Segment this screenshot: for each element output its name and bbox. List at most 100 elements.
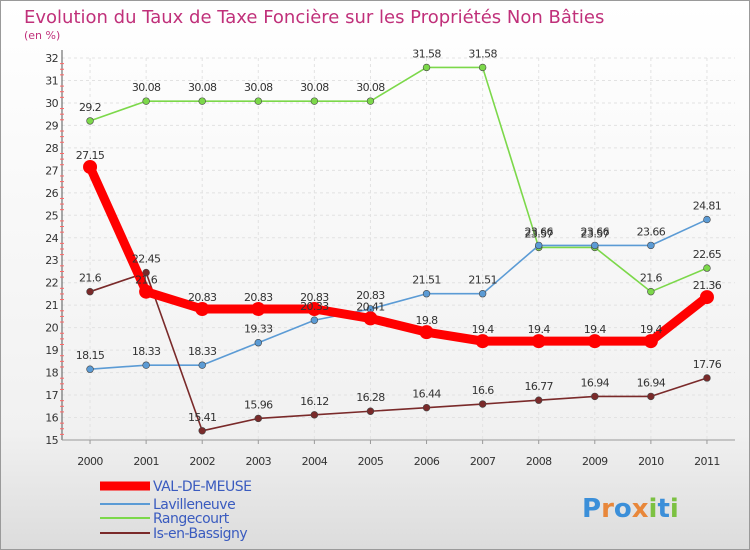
- y-tick-label: 20: [45, 322, 58, 335]
- y-tick-label: 27: [45, 164, 58, 177]
- data-point: [478, 290, 487, 298]
- data-label: 23.66: [581, 225, 610, 238]
- data-label: 30.08: [300, 81, 329, 94]
- data-label: 21.36: [693, 279, 722, 292]
- data-label: 19.8: [415, 314, 438, 327]
- data-label: 30.08: [188, 81, 217, 94]
- data-point: [703, 215, 711, 224]
- y-tick-label: 24: [45, 232, 58, 245]
- y-tick-label: 25: [45, 209, 58, 222]
- logo-letter: i: [649, 494, 658, 524]
- data-label: 16.12: [300, 395, 329, 408]
- data-label: 23.57: [524, 227, 553, 240]
- legend-label: VAL-DE-MEUSE: [153, 479, 251, 495]
- y-tick-label: 15: [45, 434, 58, 447]
- data-point: [142, 268, 150, 277]
- data-point: [142, 361, 150, 369]
- x-tick-label: 2009: [582, 455, 608, 468]
- data-label: 19.4: [640, 323, 663, 336]
- data-label: 22.45: [132, 253, 161, 266]
- y-tick-label: 16: [45, 412, 58, 425]
- data-label: 16.77: [524, 380, 553, 393]
- data-point: [310, 97, 319, 105]
- data-point: [478, 63, 487, 72]
- legend: VAL-DE-MEUSE LavilleneuveRangecourtIs-en-…: [100, 479, 252, 542]
- logo-letter: r: [601, 494, 614, 524]
- y-tick-label: 21: [45, 299, 58, 312]
- legend-label: Rangecourt: [153, 511, 230, 527]
- series-line-rangecourt: [89, 66, 708, 293]
- data-point: [254, 339, 262, 347]
- logo-letter: x: [632, 494, 649, 524]
- data-label: 19.4: [472, 323, 495, 336]
- data-point: [647, 241, 655, 250]
- axes: 15 16 17 18 19 20 21 22 23 24 25 26 27 28 29 30 31 32 2000…: [45, 50, 735, 468]
- data-point: [83, 159, 98, 174]
- logo-letter: o: [614, 494, 632, 524]
- y-tick-label: 17: [45, 389, 58, 402]
- data-point: [531, 334, 546, 349]
- data-label: 21.51: [412, 274, 441, 287]
- unit-label: (en %): [24, 29, 60, 42]
- data-point: [703, 264, 711, 272]
- x-tick-label: 2002: [189, 455, 215, 468]
- data-label: 17.76: [693, 358, 722, 371]
- data-point: [142, 97, 150, 105]
- series-layer: [83, 63, 714, 435]
- grid: [62, 57, 735, 441]
- data-point: [475, 334, 490, 349]
- data-point: [366, 407, 375, 415]
- logo-letter: t: [657, 494, 669, 524]
- y-tick-label: 26: [45, 187, 58, 200]
- x-tick-label: 2007: [470, 455, 496, 468]
- data-label: 19.4: [528, 323, 551, 336]
- x-tick-label: 2008: [526, 455, 552, 468]
- data-label: 18.33: [188, 345, 217, 358]
- data-point: [647, 392, 655, 401]
- series-line-lavilleneuve: [89, 218, 708, 371]
- data-label: 30.08: [132, 81, 161, 94]
- data-point: [198, 361, 206, 369]
- x-tick-label: 2000: [77, 455, 103, 468]
- chart-title: Evolution du Taux de Taxe Foncière sur l…: [24, 7, 604, 28]
- data-label: 23.66: [524, 225, 553, 238]
- series-line-val-de-meuse: [85, 162, 712, 346]
- data-point: [86, 117, 94, 125]
- data-label: 16.94: [581, 376, 610, 389]
- data-label: 31.58: [468, 47, 497, 60]
- data-label: 20.83: [356, 289, 385, 302]
- data-label: 19.33: [244, 323, 273, 336]
- data-label: 22.65: [693, 248, 722, 261]
- y-tick-label: 28: [45, 142, 58, 155]
- data-point: [419, 325, 434, 340]
- data-point: [310, 316, 319, 324]
- data-label: 20.41: [356, 300, 385, 313]
- data-point: [422, 63, 431, 72]
- data-point: [591, 392, 599, 401]
- data-point: [251, 301, 266, 316]
- data-point: [478, 400, 487, 408]
- data-label: 18.33: [132, 345, 161, 358]
- data-label: 16.94: [637, 376, 666, 389]
- data-label: 21.6: [640, 272, 663, 285]
- logo-letter: P: [582, 494, 601, 524]
- data-point: [363, 311, 378, 326]
- data-label: 21.6: [135, 274, 158, 287]
- data-point: [307, 301, 322, 316]
- data-label: 27.15: [76, 149, 105, 162]
- x-tick-label: 2010: [638, 455, 664, 468]
- legend-label: Is-en-Bassigny: [153, 526, 247, 542]
- data-point: [86, 287, 94, 296]
- data-label: 24.81: [693, 200, 722, 213]
- x-tick-label: 2011: [694, 455, 720, 468]
- data-label: 19.4: [584, 323, 607, 336]
- data-point: [587, 334, 602, 349]
- x-tick-label: 2003: [245, 455, 271, 468]
- data-point: [699, 290, 714, 305]
- series-line-is-en-bassigny: [89, 271, 708, 432]
- data-label: 16.6: [472, 384, 495, 397]
- data-point: [195, 301, 210, 316]
- data-point: [591, 241, 599, 250]
- y-tick-label: 29: [45, 119, 58, 132]
